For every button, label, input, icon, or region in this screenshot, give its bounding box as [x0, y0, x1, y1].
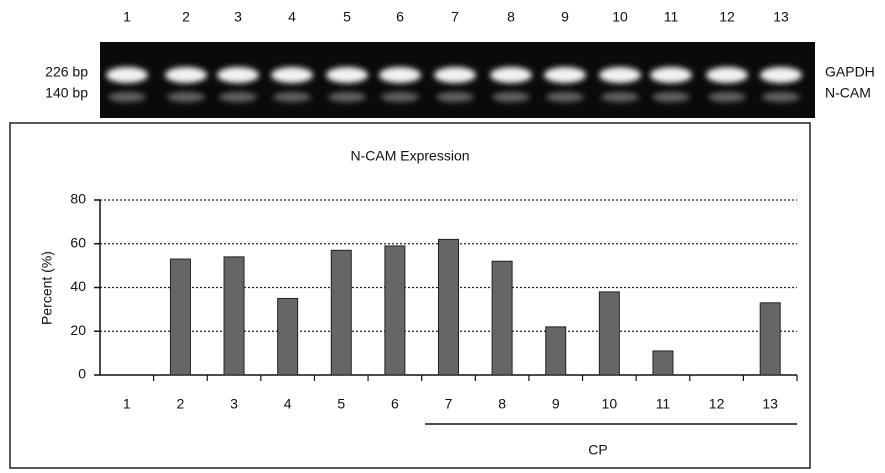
- bar: [492, 261, 512, 375]
- gel-band: [106, 67, 148, 83]
- lane-label: 5: [343, 9, 351, 25]
- lane-label: 13: [773, 9, 789, 25]
- gene-label: N-CAM: [825, 85, 871, 101]
- gel-band: [381, 92, 419, 102]
- gel-band: [544, 67, 586, 83]
- x-tick-label: 7: [445, 396, 453, 412]
- lane-label: 6: [396, 9, 404, 25]
- x-tick-label: 5: [337, 396, 345, 412]
- bar: [653, 351, 673, 375]
- lane-label: 2: [182, 9, 190, 25]
- gel-band: [273, 92, 311, 102]
- x-tick-label: 6: [391, 396, 399, 412]
- y-tick-label: 80: [70, 191, 86, 207]
- lane-label: 4: [288, 9, 296, 25]
- x-tick-label: 13: [762, 396, 778, 412]
- gel-band: [326, 67, 368, 83]
- chart-title: N-CAM Expression: [350, 148, 469, 164]
- x-tick-label: 2: [177, 396, 185, 412]
- gel-band: [706, 67, 748, 83]
- x-tick-label: 12: [709, 396, 725, 412]
- x-tick-label: 10: [602, 396, 618, 412]
- gel-band: [167, 92, 205, 102]
- bar: [599, 292, 619, 375]
- gel-band: [379, 67, 421, 83]
- x-tick-label: 3: [230, 396, 238, 412]
- bar: [439, 239, 459, 375]
- gel-band: [708, 92, 746, 102]
- lane-label: 8: [507, 9, 515, 25]
- gene-label: GAPDH: [825, 64, 875, 80]
- gel-band: [219, 92, 257, 102]
- bar: [546, 327, 566, 375]
- gel-band: [490, 67, 532, 83]
- gel-band: [165, 67, 207, 83]
- bar: [278, 298, 298, 375]
- gel-band: [762, 92, 800, 102]
- gel-band: [328, 92, 366, 102]
- lane-label: 12: [719, 9, 735, 25]
- lane-label: 1: [123, 9, 131, 25]
- bar: [385, 246, 405, 375]
- lane-label: 9: [561, 9, 569, 25]
- gel-band: [271, 67, 313, 83]
- x-tick-label: 4: [284, 396, 292, 412]
- lane-label: 3: [234, 9, 242, 25]
- gel-band: [599, 67, 641, 83]
- lane-label: 11: [664, 9, 679, 25]
- gel-band: [546, 92, 584, 102]
- gel-band: [760, 67, 802, 83]
- bar: [331, 250, 351, 375]
- gel-band: [492, 92, 530, 102]
- bar: [170, 259, 190, 375]
- band-size-label: 226 bp: [45, 64, 88, 80]
- y-tick-label: 20: [70, 322, 86, 338]
- chart-frame: [10, 123, 810, 468]
- gel-band: [434, 67, 476, 83]
- x-tick-label: 9: [552, 396, 560, 412]
- bar: [760, 303, 780, 375]
- x-tick-label: 1: [123, 396, 131, 412]
- band-size-label: 140 bp: [45, 85, 88, 101]
- figure: 226 bp 140 bp GAPDH N-CAM N-CAM Expressi…: [0, 0, 885, 473]
- x-tick-label: 11: [656, 396, 671, 412]
- y-tick-label: 0: [78, 366, 86, 382]
- y-tick-label: 60: [70, 234, 86, 250]
- bar: [224, 257, 244, 375]
- gel-band: [652, 92, 690, 102]
- x-tick-label: 8: [498, 396, 506, 412]
- y-tick-label: 40: [70, 278, 86, 294]
- lane-label: 10: [612, 9, 628, 25]
- gel-band: [108, 92, 146, 102]
- gel-band: [601, 92, 639, 102]
- y-axis-label: Percent (%): [39, 251, 55, 325]
- gel-band: [217, 67, 259, 83]
- group-label: CP: [588, 442, 607, 458]
- gel-band: [436, 92, 474, 102]
- lane-label: 7: [451, 9, 459, 25]
- gel-band: [650, 67, 692, 83]
